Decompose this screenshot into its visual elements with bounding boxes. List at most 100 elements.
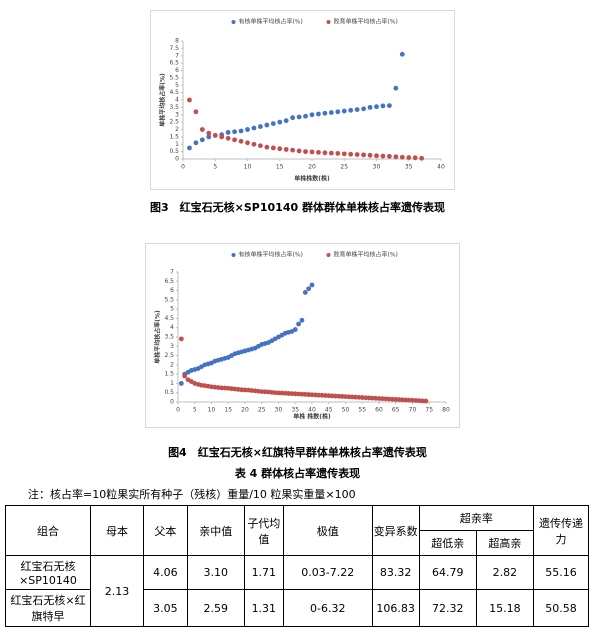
point <box>187 145 192 151</box>
point <box>258 124 263 129</box>
y-tick-label: 2 <box>170 361 174 368</box>
y-tick-label: 4.5 <box>169 89 179 96</box>
legend-label: 有核单株平均核占率(%) <box>239 18 303 26</box>
point <box>193 109 199 115</box>
point <box>225 130 231 135</box>
y-tick-label: 5.5 <box>164 296 174 303</box>
point <box>306 286 312 292</box>
table-cell: 0.03-7.22 <box>282 555 373 590</box>
table-cell: 2.59 <box>186 589 245 627</box>
table-cell: 106.83 <box>371 589 420 627</box>
table-cell: 2.13 <box>90 555 144 627</box>
table-cell: 15.18 <box>475 589 535 627</box>
table-cell: 红宝石无核×红旗特早 <box>5 589 91 627</box>
table: 组合 母本 父本 亲中值 子代均值 极值 变异系数 超亲率 遗传传递力 超低亲 … <box>5 505 589 627</box>
point <box>354 107 360 112</box>
y-tick-label: 7 <box>170 269 174 276</box>
point <box>361 152 366 158</box>
point <box>178 381 184 386</box>
x-tick-label: 55 <box>358 407 366 414</box>
y-tick-label: 3.5 <box>169 104 179 111</box>
header-cell: 母本 <box>90 505 144 556</box>
point <box>212 133 218 138</box>
x-tick-label: 15 <box>224 407 232 414</box>
y-tick-label: 4.5 <box>164 315 174 322</box>
legend-label: 败育单株平均核占率(%) <box>334 18 398 26</box>
point <box>341 108 347 114</box>
x-tick-label: 65 <box>392 407 400 414</box>
y-axis-label: 单株平均核占率(%) <box>159 73 167 127</box>
y-tick-label: 5.5 <box>169 74 179 81</box>
point <box>419 155 425 161</box>
point <box>251 125 257 131</box>
x-tick-label: 25 <box>258 407 266 414</box>
y-tick-label: 2.5 <box>169 119 179 126</box>
point <box>299 317 305 323</box>
x-axis-label: 单株 株数(株) <box>293 413 331 421</box>
point <box>387 153 392 159</box>
y-tick-label: 8 <box>175 38 179 45</box>
x-tick-label: 45 <box>325 407 333 414</box>
point <box>361 106 366 112</box>
y-tick-label: 0 <box>170 399 174 406</box>
y-tick-label: 1 <box>175 141 179 148</box>
x-axis-label: 单株株数(株) <box>294 175 330 183</box>
table-cell: 55.16 <box>533 555 589 590</box>
point <box>316 111 321 117</box>
point <box>245 140 250 146</box>
x-tick-label: 35 <box>405 164 413 171</box>
x-tick-label: 20 <box>241 407 249 414</box>
x-tick-label: 75 <box>425 407 433 414</box>
header-cell: 变异系数 <box>371 505 420 556</box>
table-cell: 1.31 <box>243 589 284 627</box>
point <box>277 146 283 152</box>
header-cell: 组合 <box>5 505 91 556</box>
point <box>206 130 212 136</box>
x-tick-label: 80 <box>442 407 450 414</box>
point <box>283 147 289 152</box>
point <box>374 104 379 110</box>
point <box>251 141 257 147</box>
y-axis-label: 单株平均核占率(%) <box>154 310 162 364</box>
table-cell: 50.58 <box>533 589 589 627</box>
legend-label: 败育单株平均核占率(%) <box>334 251 398 259</box>
chart: 00.511.522.533.544.555.566.570 5 10 15 20 25 3… <box>145 243 460 428</box>
caption: 图4 红宝石无核×红旗特早群体单株核占率遗传表现 <box>168 446 427 459</box>
chart: 00.511.522.533.544.555.566.577.580 5 10 15 2… <box>150 10 455 190</box>
x-tick-label: 60 <box>375 407 383 414</box>
point <box>296 148 302 154</box>
header-cell: 亲中值 <box>186 505 245 556</box>
x-tick-label: 15 <box>276 164 284 171</box>
table-note: 注：核占率=10粒果实所有种子（残核）重量/10 粒果实重量×100 <box>28 488 356 501</box>
point <box>399 154 405 160</box>
x-tick-label: 5 <box>193 407 197 414</box>
point <box>374 153 379 159</box>
point <box>423 398 429 404</box>
y-tick-label: 7 <box>175 52 179 59</box>
x-tick-label: 40 <box>308 407 316 414</box>
y-tick-label: 1.5 <box>169 133 179 140</box>
point <box>199 137 205 143</box>
table-cell: 72.32 <box>418 589 477 627</box>
header-cell: 子代均值 <box>243 505 284 556</box>
y-tick-label: 2.5 <box>164 352 174 359</box>
point <box>245 127 250 132</box>
point <box>264 144 270 150</box>
x-tick-label: 10 <box>208 407 216 414</box>
y-tick-label: 4 <box>175 97 179 104</box>
point <box>232 129 237 135</box>
point <box>328 150 334 156</box>
point <box>393 154 399 160</box>
point <box>309 282 315 288</box>
header-cell: 超亲率 <box>418 505 535 531</box>
table-title: 表 4 群体核占率遗传表现 <box>234 467 361 480</box>
point <box>296 114 302 120</box>
point <box>206 134 212 140</box>
table-cell: 4.06 <box>143 555 188 590</box>
y-tick-label: 0.5 <box>169 148 179 155</box>
x-tick-label: 0 <box>181 164 185 171</box>
point <box>380 103 386 109</box>
point <box>348 151 354 157</box>
x-tick-label: 0 <box>176 407 180 414</box>
